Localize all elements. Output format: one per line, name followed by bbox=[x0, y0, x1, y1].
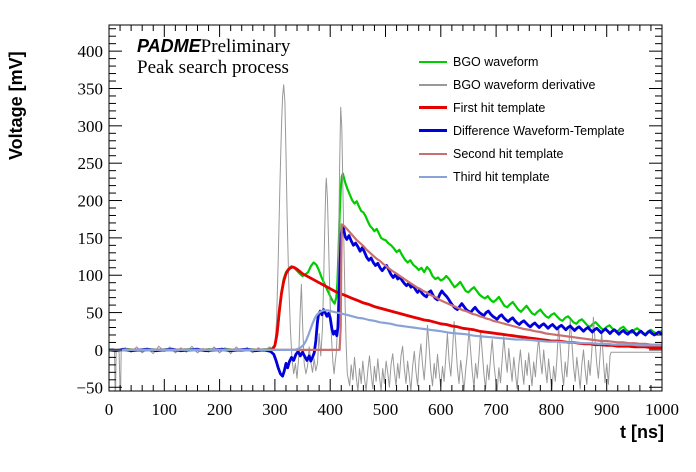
watermark-preliminary: Preliminary bbox=[200, 36, 291, 57]
y-tick-label: 250 bbox=[78, 154, 104, 173]
series-difference-waveform-template bbox=[109, 224, 662, 378]
x-tick-label: 800 bbox=[539, 400, 565, 419]
legend-line-swatch bbox=[419, 129, 447, 132]
y-tick-label: 300 bbox=[78, 117, 104, 136]
y-tick-label: −50 bbox=[76, 378, 103, 397]
tick-labels-layer: 0 100 200 300 400 500 600 700 800 900 1000−5005010… bbox=[76, 42, 679, 419]
legend-label: Difference Waveform-Template bbox=[453, 123, 625, 138]
x-tick-label: 900 bbox=[594, 400, 620, 419]
plot-subtitle: Peak search process bbox=[137, 57, 289, 78]
series-bgo-waveform bbox=[109, 172, 662, 352]
x-tick-label: 0 bbox=[105, 400, 114, 419]
watermark: PADMEPreliminary bbox=[137, 35, 290, 59]
y-tick-label: 350 bbox=[78, 79, 104, 98]
series-second-hit-template bbox=[109, 223, 662, 351]
y-tick-label: 150 bbox=[78, 229, 104, 248]
x-tick-label: 600 bbox=[428, 400, 454, 419]
legend-line-swatch bbox=[419, 60, 447, 63]
legend-line-swatch bbox=[419, 152, 447, 155]
y-tick-label: 50 bbox=[86, 304, 103, 323]
legend-label: First hit template bbox=[453, 100, 546, 115]
x-tick-label: 400 bbox=[317, 400, 343, 419]
y-axis-title: Voltage [mV] bbox=[6, 51, 26, 160]
x-tick-label: 300 bbox=[262, 400, 288, 419]
y-tick-label: 0 bbox=[95, 341, 104, 360]
y-tick-label: 200 bbox=[78, 192, 104, 211]
ticks-layer bbox=[108, 25, 663, 391]
x-tick-label: 700 bbox=[483, 400, 509, 419]
x-tick-label: 500 bbox=[373, 400, 399, 419]
x-tick-label: 200 bbox=[207, 400, 233, 419]
legend-entry: Difference Waveform-Template bbox=[419, 119, 625, 142]
legend-label: Second hit template bbox=[453, 146, 564, 161]
x-tick-label: 100 bbox=[152, 400, 178, 419]
legend-entry: BGO waveform derivative bbox=[419, 73, 625, 96]
watermark-experiment: PADME bbox=[137, 36, 201, 56]
y-tick-label: 100 bbox=[78, 266, 104, 285]
legend-line-swatch bbox=[419, 175, 447, 178]
legend-line-swatch bbox=[419, 83, 447, 86]
legend-label: Third hit template bbox=[453, 169, 550, 184]
y-tick-label: 400 bbox=[78, 42, 104, 61]
legend-label: BGO waveform derivative bbox=[453, 77, 596, 92]
legend-entry: Third hit template bbox=[419, 165, 625, 188]
x-tick-label: 1000 bbox=[645, 400, 679, 419]
x-axis-title: t [ns] bbox=[620, 422, 664, 442]
legend-label: BGO waveform bbox=[453, 54, 539, 69]
legend-line-swatch bbox=[419, 106, 447, 109]
legend-entry: BGO waveform bbox=[419, 50, 625, 73]
series-layer bbox=[109, 84, 662, 391]
legend-entry: Second hit template bbox=[419, 142, 625, 165]
legend-entry: First hit template bbox=[419, 96, 625, 119]
series-third-hit-template bbox=[109, 309, 662, 351]
legend: BGO waveform BGO waveform derivative First… bbox=[419, 50, 625, 188]
series-bgo-waveform-derivative bbox=[109, 84, 662, 391]
